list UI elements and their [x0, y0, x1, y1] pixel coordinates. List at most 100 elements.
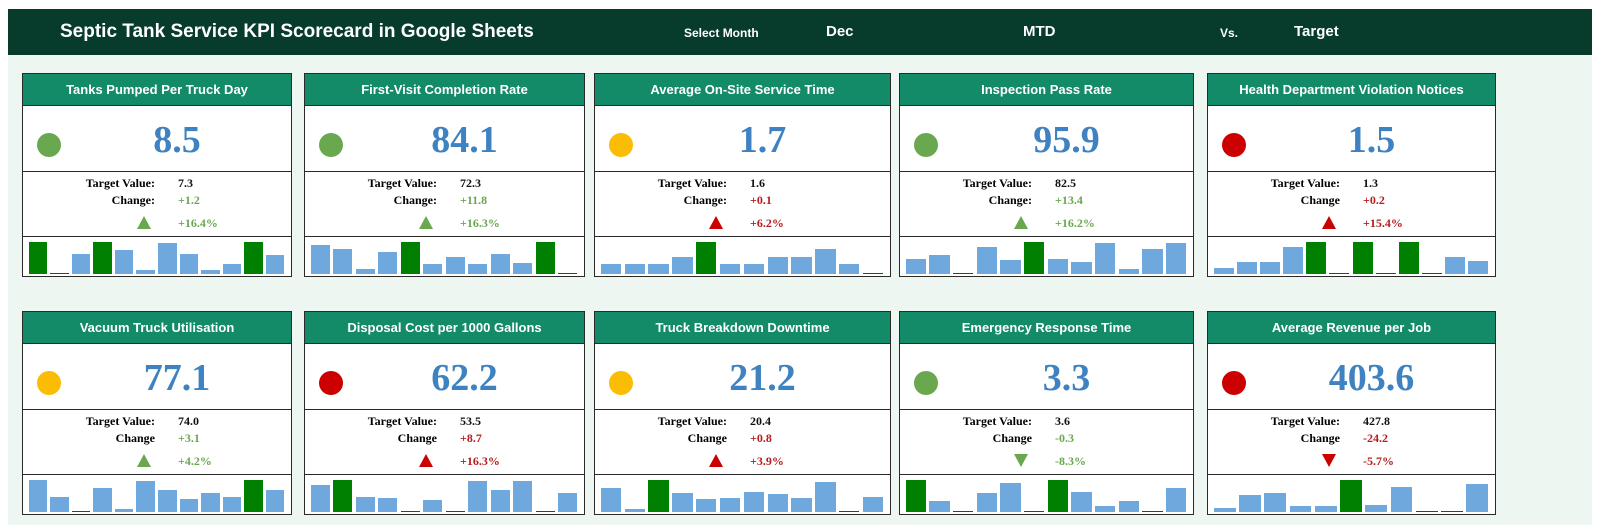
change-value: +3.1 [178, 431, 200, 445]
spark-bar [862, 496, 884, 512]
kpi-value-row: 403.6 [1208, 344, 1495, 410]
target-value-label: Target Value: [367, 414, 437, 428]
kpi-stats: Target Value: 7.3 Change: +1.2 +16.4% [23, 172, 291, 237]
spark-bar [1352, 241, 1373, 274]
change-label: Change: [393, 193, 437, 207]
spark-bar [600, 488, 622, 512]
spark-bar [50, 272, 69, 274]
trend-sparkline [599, 240, 886, 274]
target-value-label: Target Value: [85, 414, 155, 428]
change-value: +13.4 [1055, 193, 1083, 207]
triangle-up-icon [137, 454, 151, 467]
spark-bar [378, 498, 398, 512]
kpi-value: 1.5 [1347, 119, 1396, 161]
spark-bar [423, 264, 443, 274]
kpi-title: Disposal Cost per 1000 Gallons [305, 312, 584, 344]
spark-bar [791, 257, 812, 274]
trend-sparkline [1212, 240, 1491, 274]
target-value-label: Target Value: [657, 414, 727, 428]
kpi-title: Average Revenue per Job [1208, 312, 1495, 344]
spark-bar [1236, 262, 1257, 274]
spark-bar [50, 496, 69, 512]
target-value-label: Target Value: [962, 414, 1032, 428]
spark-bar [1000, 483, 1021, 512]
trend-sparkline [904, 240, 1189, 274]
spark-bar [1306, 241, 1327, 274]
spark-bar [355, 268, 375, 274]
status-indicator-icon [319, 371, 343, 395]
spark-bar [767, 257, 788, 274]
spark-bar [93, 488, 112, 512]
spark-bar [1023, 241, 1045, 274]
kpi-card: Tanks Pumped Per Truck Day 8.5 Target Valu… [22, 73, 292, 277]
target-value: 72.3 [460, 176, 481, 190]
comparison-selector[interactable]: Target [1294, 23, 1339, 40]
target-value: 20.4 [750, 414, 771, 428]
kpi-value-row: 62.2 [305, 344, 584, 410]
spark-bar [905, 479, 926, 512]
kpi-value-row: 1.5 [1208, 106, 1495, 172]
spark-bar [1165, 487, 1187, 512]
target-value-label: Target Value: [85, 176, 155, 190]
trend-sparkline [599, 478, 886, 512]
spark-bar [1329, 272, 1350, 274]
spark-bar [952, 272, 974, 274]
kpi-card: Health Department Violation Notices 1.5 Ta… [1207, 73, 1496, 277]
kpi-value: 77.1 [143, 357, 211, 399]
spark-bar [423, 500, 443, 512]
spark-bar [1000, 260, 1021, 274]
spark-bar [201, 269, 220, 274]
spark-bar [179, 499, 199, 512]
spark-bar [719, 497, 741, 512]
kpi-card: Emergency Response Time 3.3 Target Value: 3… [899, 311, 1194, 515]
kpi-title: Tanks Pumped Per Truck Day [23, 74, 291, 106]
spark-bar [1118, 501, 1139, 512]
spark-bar [743, 491, 765, 512]
spark-bar [114, 250, 134, 274]
spark-bar [136, 480, 155, 512]
kpi-title: Health Department Violation Notices [1208, 74, 1495, 106]
kpi-stats: Target Value: 82.5 Change: +13.4 +16.2% [900, 172, 1193, 237]
triangle-down-icon [1014, 454, 1028, 467]
spark-bar [201, 493, 220, 512]
period-selector[interactable]: MTD [1023, 23, 1056, 40]
kpi-title: Emergency Response Time [900, 312, 1193, 344]
spark-bar [929, 255, 950, 274]
spark-bar [1340, 479, 1362, 512]
spark-bar [1398, 241, 1419, 274]
target-value-label: Target Value: [657, 176, 727, 190]
change-value: -0.3 [1055, 431, 1074, 445]
spark-bar [333, 479, 353, 512]
spark-bar [815, 248, 836, 274]
kpi-title: First-Visit Completion Rate [305, 74, 584, 106]
spark-bar [1441, 510, 1463, 512]
spark-bar [1094, 243, 1116, 274]
kpi-value: 403.6 [1328, 357, 1415, 399]
month-selector[interactable]: Dec [826, 23, 854, 40]
spark-bar [905, 258, 926, 274]
trend-sparkline [904, 478, 1189, 512]
spark-bar [535, 510, 555, 512]
spark-bar [1283, 246, 1304, 274]
kpi-value-row: 8.5 [23, 106, 291, 172]
spark-bar [468, 264, 488, 274]
spark-bar [976, 493, 997, 512]
kpi-stats: Target Value: 53.5 Change +8.7 +16.3% [305, 410, 584, 475]
kpi-value-row: 95.9 [900, 106, 1193, 172]
spark-bar [378, 251, 398, 274]
spark-bar [93, 241, 112, 274]
spark-bar [28, 241, 48, 274]
spark-bar [929, 501, 950, 512]
change-label: Change [1300, 431, 1340, 445]
spark-bar [1289, 505, 1312, 512]
target-value: 1.6 [750, 176, 765, 190]
spark-bar [136, 269, 155, 274]
spark-bar [445, 510, 465, 512]
status-indicator-icon [1222, 133, 1246, 157]
spark-bar [839, 510, 860, 512]
spark-bar [1094, 505, 1116, 512]
spark-bar [672, 257, 693, 274]
kpi-value: 8.5 [153, 119, 201, 161]
kpi-title: Vacuum Truck Utilisation [23, 312, 291, 344]
change-percent: +15.4% [1363, 216, 1403, 230]
